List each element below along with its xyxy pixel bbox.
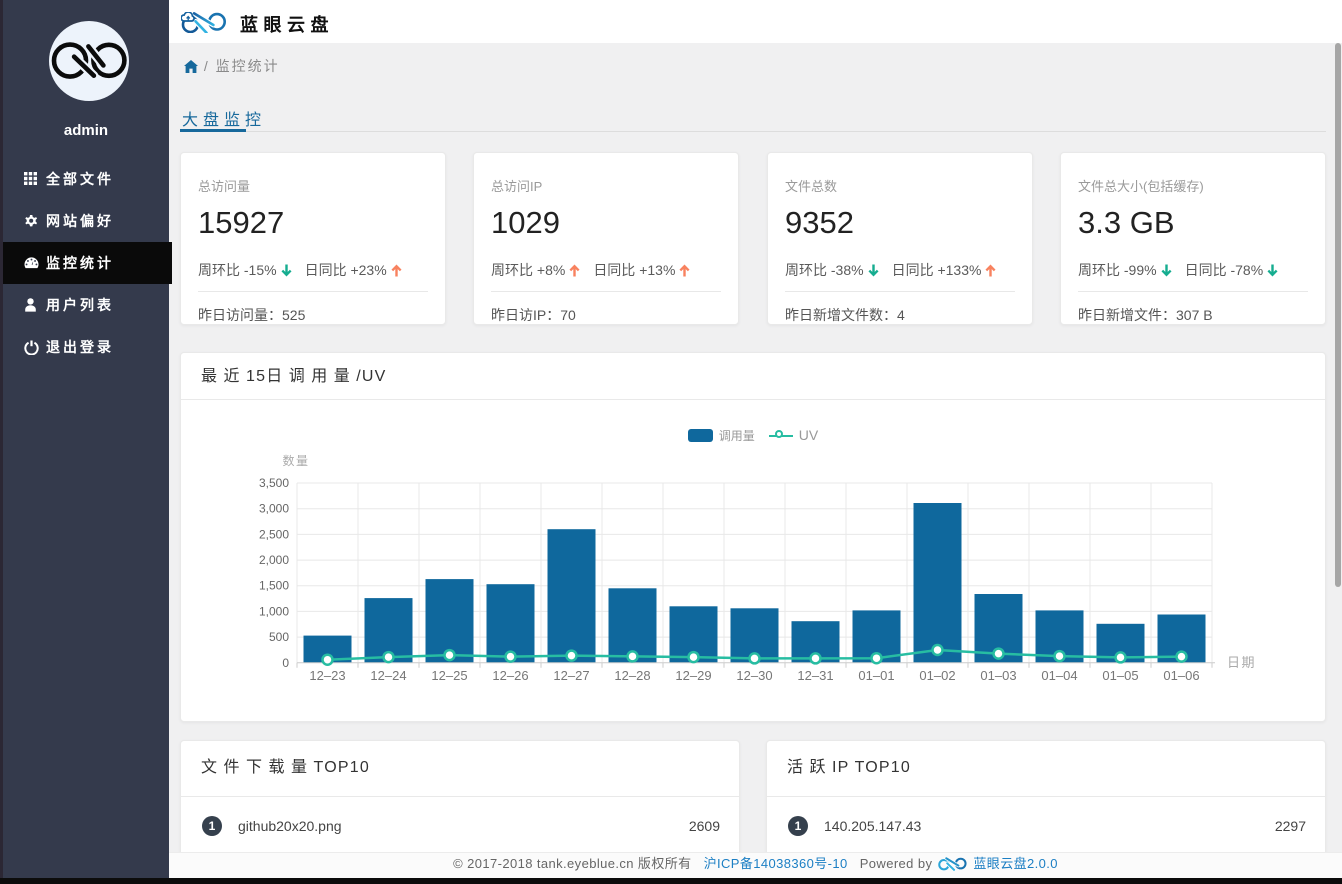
svg-text:12–30: 12–30 (736, 668, 772, 683)
svg-text:12–25: 12–25 (431, 668, 467, 683)
svg-text:12–24: 12–24 (370, 668, 406, 683)
svg-text:3,000: 3,000 (259, 502, 289, 516)
svg-text:0: 0 (282, 656, 289, 670)
svg-text:1,500: 1,500 (259, 579, 289, 593)
svg-text:3,500: 3,500 (259, 476, 289, 490)
svg-text:2,500: 2,500 (259, 527, 289, 541)
svg-text:01–05: 01–05 (1102, 668, 1138, 683)
svg-text:12–27: 12–27 (553, 668, 589, 683)
svg-text:01–01: 01–01 (858, 668, 894, 683)
svg-text:01–06: 01–06 (1163, 668, 1199, 683)
svg-text:12–26: 12–26 (492, 668, 528, 683)
svg-text:日期: 日期 (1227, 655, 1256, 670)
svg-text:12–23: 12–23 (309, 668, 345, 683)
svg-text:12–31: 12–31 (797, 668, 833, 683)
svg-text:2,000: 2,000 (259, 553, 289, 567)
svg-text:01–04: 01–04 (1041, 668, 1077, 683)
svg-text:500: 500 (269, 630, 289, 644)
svg-text:01–03: 01–03 (980, 668, 1016, 683)
svg-text:12–29: 12–29 (675, 668, 711, 683)
svg-text:1,000: 1,000 (259, 604, 289, 618)
svg-text:12–28: 12–28 (614, 668, 650, 683)
svg-text:数量: 数量 (282, 453, 309, 468)
svg-text:01–02: 01–02 (919, 668, 955, 683)
